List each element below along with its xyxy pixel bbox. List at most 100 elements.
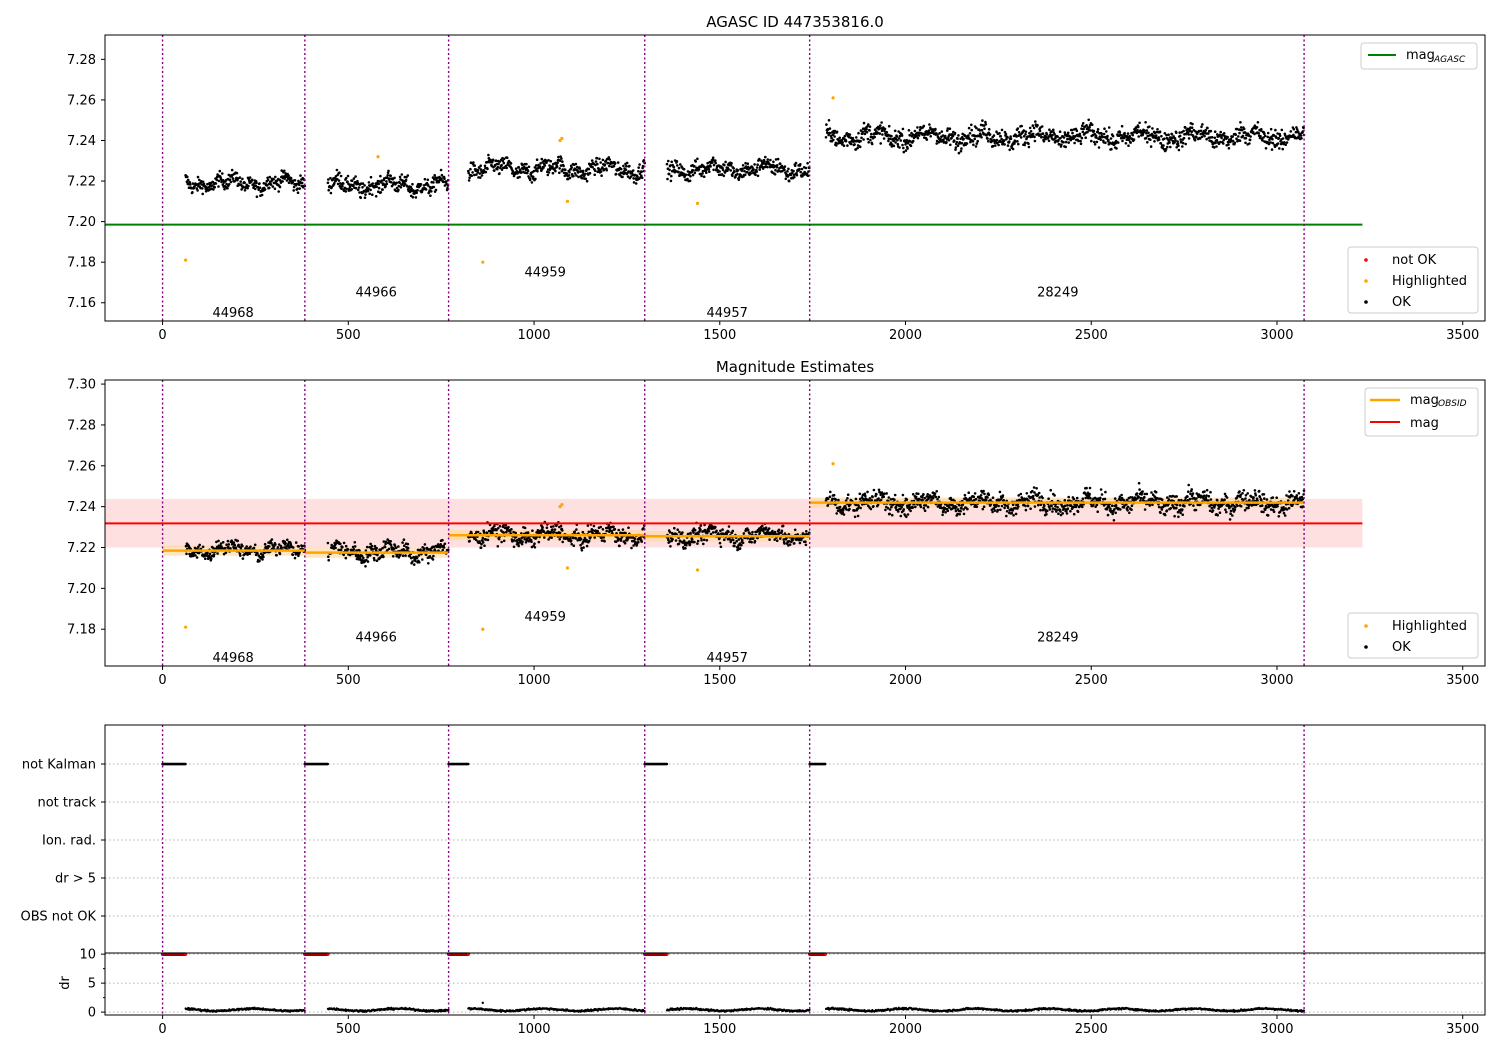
ok-point: [198, 178, 201, 182]
ok-point: [677, 166, 681, 170]
ok-point: [342, 541, 346, 545]
ok-point: [277, 543, 281, 546]
ok-point: [603, 163, 607, 166]
ok-point: [1295, 128, 1299, 131]
ok-point: [693, 165, 696, 168]
ok-point: [591, 165, 594, 169]
ok-point: [909, 509, 912, 513]
ok-point: [668, 168, 671, 172]
ok-point: [389, 543, 393, 547]
ok-point: [934, 127, 937, 131]
ok-point: [1069, 138, 1073, 142]
ok-point: [1080, 136, 1084, 140]
ok-point: [952, 139, 956, 142]
ok-point: [1088, 124, 1092, 127]
ok-point: [715, 529, 718, 533]
ok-point: [1112, 519, 1116, 522]
ok-point: [201, 187, 204, 190]
ok-point: [940, 130, 944, 133]
ok-point: [1084, 136, 1087, 139]
ok-point: [902, 146, 905, 150]
ok-point: [605, 168, 608, 172]
ok-point: [430, 190, 433, 193]
ok-point: [742, 532, 746, 535]
ok-point: [939, 137, 942, 141]
ok-point: [883, 492, 886, 496]
ok-point: [1244, 137, 1248, 140]
ok-point: [549, 530, 552, 534]
ok-point: [206, 182, 209, 186]
ok-point: [761, 524, 764, 528]
ok-point: [1016, 140, 1019, 143]
ok-point: [253, 543, 257, 547]
ok-point: [562, 164, 565, 168]
ok-point: [1179, 511, 1182, 515]
ok-point: [200, 183, 204, 186]
ok-point: [951, 504, 955, 507]
ok-point: [1096, 510, 1099, 513]
ok-point: [1226, 135, 1229, 139]
ok-point: [1039, 508, 1042, 512]
ok-point: [675, 160, 679, 163]
ok-point: [995, 138, 999, 142]
ok-point: [260, 193, 264, 197]
ok-point: [401, 554, 405, 557]
ok-point: [1058, 143, 1061, 146]
ok-point: [1050, 130, 1053, 133]
obsid-label: 44959: [525, 265, 566, 280]
ok-point: [849, 142, 853, 146]
ok-point: [229, 547, 232, 550]
ok-point: [1071, 131, 1074, 135]
ok-point: [748, 532, 752, 535]
ok-point: [369, 542, 372, 546]
ok-point: [632, 181, 636, 184]
ok-point: [727, 530, 730, 534]
ok-point: [561, 529, 564, 532]
ok-point: [981, 119, 984, 122]
ok-point: [1066, 507, 1070, 511]
ok-point: [639, 536, 642, 540]
ok-point: [806, 174, 810, 178]
ok-point: [1173, 137, 1177, 140]
ok-point: [277, 190, 281, 193]
ok-point: [356, 555, 360, 559]
ok-point: [579, 537, 583, 541]
ok-point: [1128, 511, 1131, 515]
ok-point: [527, 165, 531, 169]
ok-point: [229, 180, 233, 184]
ok-point: [1159, 511, 1162, 514]
ok-point: [797, 538, 801, 542]
ok-point: [248, 552, 251, 555]
ok-point: [792, 169, 795, 173]
ok-point: [337, 548, 340, 552]
ok-point: [1076, 510, 1080, 513]
ok-point: [693, 540, 696, 544]
ok-point: [613, 527, 617, 531]
ok-point: [585, 179, 589, 183]
ok-point: [278, 185, 282, 189]
ok-point: [709, 165, 712, 168]
ok-point: [678, 530, 681, 534]
ok-point: [866, 490, 869, 494]
ok-point: [216, 552, 219, 555]
ok-point: [526, 531, 530, 534]
ok-point: [558, 171, 561, 175]
ok-point: [1090, 139, 1093, 143]
ok-point: [510, 528, 513, 531]
panel-agasc-legend-status: not OK Highlighted OK: [1347, 246, 1479, 314]
ok-point: [262, 555, 265, 559]
ok-point: [928, 123, 931, 126]
ok-point: [496, 165, 500, 169]
x-tick-label: 1000: [517, 673, 550, 688]
ok-point: [1100, 493, 1104, 496]
ok-point: [346, 548, 350, 551]
ok-point: [959, 137, 962, 140]
ok-point: [642, 159, 646, 162]
ok-point: [729, 164, 733, 167]
ok-point: [1242, 127, 1246, 131]
ok-point: [868, 497, 872, 500]
ok-point: [1216, 499, 1219, 502]
ok-point: [1123, 131, 1126, 135]
ok-point: [887, 139, 890, 143]
ok-point: [195, 556, 199, 559]
